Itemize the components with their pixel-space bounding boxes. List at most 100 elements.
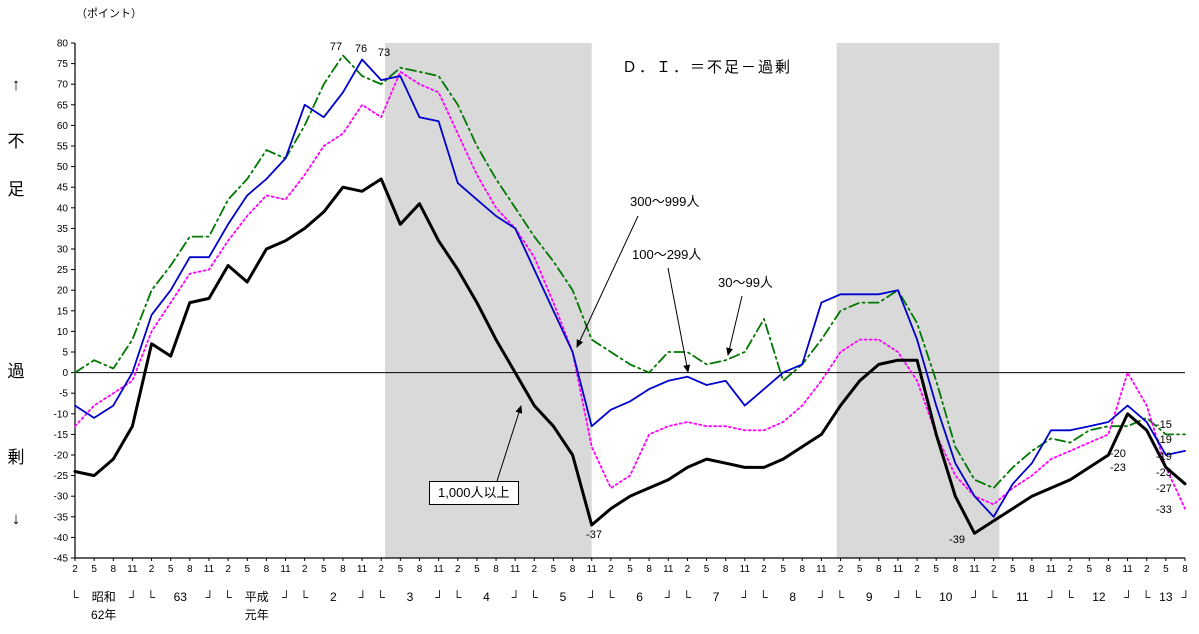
x-tick-label: 8 (570, 564, 576, 575)
y-tick-label: 60 (57, 121, 69, 132)
shortage-label-char1: 不 (7, 132, 25, 151)
trough-value-label: -39 (949, 534, 965, 546)
callout-100-299: 100〜299人 (629, 246, 705, 264)
year-group-label: 8 (789, 590, 796, 604)
x-tick-label: 2 (378, 564, 384, 575)
year-group-label: 3 (407, 590, 414, 604)
year-bracket-left: └ (759, 590, 768, 604)
x-tick-label: 8 (340, 564, 346, 575)
callout-arrow (726, 295, 743, 356)
x-tick-label: 11 (816, 564, 827, 575)
x-tick-label: 5 (474, 564, 480, 575)
x-tick-label: 2 (914, 564, 920, 575)
year-group-label: 12 (1092, 590, 1106, 604)
y-tick-label: -10 (54, 409, 69, 420)
x-tick-label: 5 (91, 564, 97, 575)
callout-1000plus: 1,000人以上 (429, 481, 519, 505)
y-axis-unit-label: （ポイント） (76, 8, 142, 20)
x-tick-label: 11 (893, 564, 904, 575)
y-tick-label: 45 (57, 183, 69, 194)
year-bracket-right: ┘ (512, 590, 521, 604)
y-tick-label: 70 (57, 80, 69, 91)
y-tick-label: -40 (54, 533, 69, 544)
x-tick-label: 2 (1067, 564, 1073, 575)
year-group-label: 10 (939, 590, 953, 604)
x-tick-label: 11 (663, 564, 674, 575)
x-tick-label: 5 (704, 564, 710, 575)
x-tick-label: 5 (321, 564, 327, 575)
year-bracket-right: ┘ (435, 590, 444, 604)
year-bracket-left: └ (70, 590, 79, 604)
year-group-label: 7 (713, 590, 720, 604)
y-tick-label: 5 (62, 348, 68, 359)
x-tick-label: 2 (302, 564, 308, 575)
series-line-30-99 (74, 54, 1186, 489)
year-bracket-left: └ (147, 590, 156, 604)
x-tick-label: 8 (1106, 564, 1112, 575)
peak-value-label: 76 (355, 43, 367, 55)
x-tick-label: 8 (646, 564, 652, 575)
x-tick-label: 2 (608, 564, 614, 575)
year-group-label: 昭和 (92, 590, 116, 604)
x-tick-label: 11 (510, 564, 521, 575)
x-tick-label: 2 (149, 564, 155, 575)
year-bracket-left: └ (606, 590, 615, 604)
y-tick-label: -45 (54, 554, 69, 565)
end-value-label: -27 (1156, 483, 1172, 495)
x-tick-label: 2 (991, 564, 997, 575)
y-tick-label: -30 (54, 492, 69, 503)
di-definition-note: Ｄ．Ｉ．＝不足－過剰 (622, 59, 793, 76)
x-tick-label: 2 (532, 564, 538, 575)
year-bracket-right: ┘ (1124, 590, 1133, 604)
year-bracket-left: └ (989, 590, 998, 604)
series-line-300-999 (74, 70, 1186, 510)
year-group-sublabel: 62年 (91, 608, 116, 622)
year-bracket-left: └ (300, 590, 309, 604)
x-tick-label: 8 (417, 564, 423, 575)
year-bracket-right: ┘ (359, 590, 368, 604)
peak-value-label: 73 (378, 47, 390, 59)
end-value-label: -20 (1110, 448, 1126, 460)
y-tick-label: 0 (62, 368, 68, 379)
x-tick-label: 5 (627, 564, 633, 575)
year-group-label: 5 (560, 590, 567, 604)
callout-arrow (667, 267, 691, 373)
year-group-label: 9 (866, 590, 873, 604)
x-tick-label: 8 (110, 564, 116, 575)
y-tick-label: 40 (57, 203, 69, 214)
x-tick-label: 5 (933, 564, 939, 575)
x-tick-label: 11 (969, 564, 980, 575)
x-tick-label: 2 (685, 564, 691, 575)
end-value-label: -15 (1156, 419, 1172, 431)
callout-arrow (576, 215, 639, 348)
excess-label-char2: 剰 (7, 448, 25, 467)
year-bracket-right: ┘ (588, 590, 597, 604)
year-bracket-right: ┘ (1048, 590, 1057, 604)
x-tick-label: 5 (168, 564, 174, 575)
shortage-label-char2: 足 (7, 180, 25, 199)
year-bracket-left: └ (376, 590, 385, 604)
x-tick-label: 8 (799, 564, 805, 575)
year-group-sublabel: 元年 (245, 608, 269, 622)
recession-band (385, 43, 592, 558)
callout-300-999: 300〜999人 (627, 193, 703, 211)
callout-30-99: 30〜99人 (715, 274, 776, 292)
year-group-label: 6 (636, 590, 643, 604)
x-tick-label: 8 (1029, 564, 1035, 575)
year-bracket-left: └ (529, 590, 538, 604)
year-bracket-left: └ (912, 590, 921, 604)
x-tick-label: 5 (244, 564, 250, 575)
y-tick-label: 30 (57, 245, 69, 256)
x-tick-label: 11 (1046, 564, 1057, 575)
peak-value-label: 77 (330, 41, 342, 53)
x-tick-label: 11 (433, 564, 444, 575)
end-value-label: -19 (1156, 434, 1172, 446)
y-tick-label: -35 (54, 512, 69, 523)
series-line-1000plus (73, 177, 1187, 535)
y-tick-label: -20 (54, 451, 69, 462)
x-tick-label: 2 (838, 564, 844, 575)
year-bracket-right: ┘ (282, 590, 291, 604)
y-tick-label: 35 (57, 224, 69, 235)
